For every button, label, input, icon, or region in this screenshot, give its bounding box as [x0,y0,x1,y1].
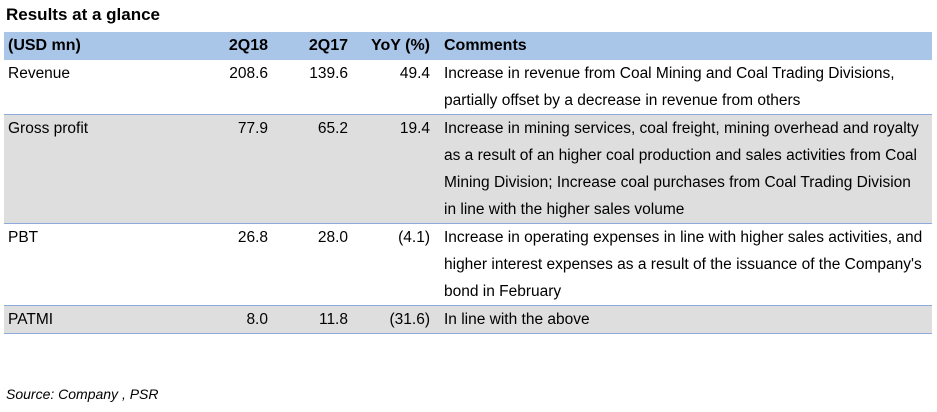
results-table: (USD mn) 2Q18 2Q17 YoY (%) Comments Reve… [4,32,932,334]
value-2q18: 77.9 [237,120,268,137]
table-title: Results at a glance [6,5,161,24]
header-2q18: 2Q18 [228,37,268,54]
value-yoy: 19.4 [399,120,430,137]
value-2q18: 26.8 [237,229,268,246]
header-yoy: YoY (%) [371,37,430,54]
value-2q17: 65.2 [317,120,348,137]
value-yoy: 49.4 [399,65,430,82]
value-2q17: 28.0 [317,229,348,246]
table-row-patmi: PATMI 8.0 11.8 (31.6) In line with the a… [4,305,932,334]
header-unit: (USD mn) [8,37,81,54]
value-2q17: 11.8 [318,311,348,328]
value-yoy: (4.1) [398,229,430,246]
value-yoy: (31.6) [389,311,431,328]
row-comment: Increase in operating expenses in line w… [444,229,923,300]
table-row-pbt: PBT 26.8 28.0 (4.1) Increase in operatin… [4,224,932,306]
header-comments: Comments [444,37,527,54]
row-label: PBT [8,229,39,246]
value-2q18: 208.6 [229,65,268,82]
row-comment: Increase in revenue from Coal Mining and… [444,65,895,109]
header-2q17: 2Q17 [308,37,348,54]
row-label: PATMI [8,311,54,328]
row-label: Gross profit [8,120,89,137]
source-note: Source: Company , PSR [6,386,159,402]
row-comment: Increase in mining services, coal freigh… [444,120,919,218]
row-label: Revenue [8,65,71,82]
header-row: (USD mn) 2Q18 2Q17 YoY (%) Comments [4,32,932,60]
row-comment: In line with the above [444,311,590,328]
value-2q18: 8.0 [246,311,268,328]
table-row-gross-profit: Gross profit 77.9 65.2 19.4 Increase in … [4,114,932,224]
table-row-revenue: Revenue 208.6 139.6 49.4 Increase in rev… [4,60,932,115]
value-2q17: 139.6 [309,65,348,82]
